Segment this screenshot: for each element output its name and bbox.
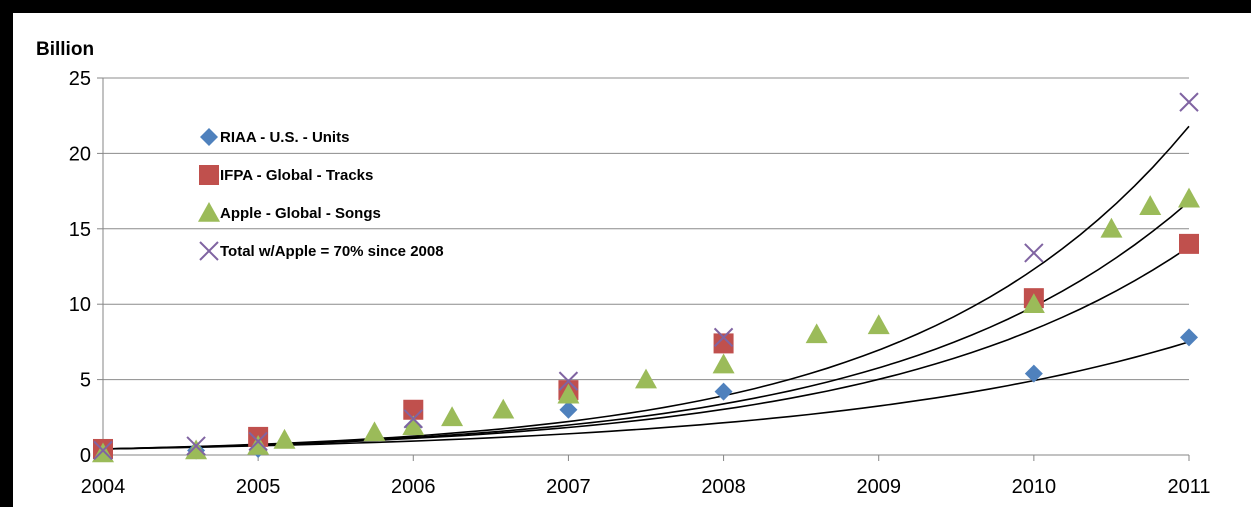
point-x xyxy=(248,431,268,452)
point-diamond xyxy=(1024,364,1043,383)
point-triangle xyxy=(1100,217,1123,238)
legend: RIAA - U.S. - Units IFPA - Global - Track… xyxy=(198,128,444,261)
x-tick-label: 2004 xyxy=(81,476,126,498)
y-tick-label: 15 xyxy=(69,219,91,241)
point-x xyxy=(403,409,423,429)
point-triangle xyxy=(712,353,735,374)
point-triangle xyxy=(1178,187,1200,208)
y-tick-label: 5 xyxy=(80,370,91,392)
x-tick-label: 2008 xyxy=(701,476,746,498)
x-tick-label: 2006 xyxy=(391,476,436,498)
legend-marker xyxy=(199,241,219,261)
chart-container: Billion 0 5 10 15 20 25 2004 2005 2006 2007 2008 20… xyxy=(13,13,1251,507)
point-triangle xyxy=(1022,293,1045,313)
x-tick-label: 2007 xyxy=(546,476,591,498)
legend-label: IFPA - Global - Tracks xyxy=(220,167,373,184)
point-diamond xyxy=(1180,328,1198,347)
point-triangle xyxy=(805,323,828,344)
chart-svg: Billion 0 5 10 15 20 25 2004 2005 2006 2007 2008 20… xyxy=(36,39,1211,498)
trendline xyxy=(102,201,1190,450)
legend-marker xyxy=(198,202,220,222)
point-x xyxy=(93,440,113,461)
tick-labels: 0 5 10 15 20 25 2004 2005 2006 2007 2008 2009 2010 20… xyxy=(69,68,1211,498)
x-tick-label: 2011 xyxy=(1167,476,1210,498)
x-tick-label: 2009 xyxy=(856,476,901,498)
y-tick-label: 10 xyxy=(69,294,91,316)
point-triangle xyxy=(363,421,386,442)
y-tick-label: 20 xyxy=(69,143,91,165)
point-x xyxy=(186,436,206,456)
point-x xyxy=(1179,92,1199,112)
point-triangle xyxy=(185,439,208,460)
legend-label: RIAA - U.S. - Units xyxy=(220,129,349,146)
y-tick-label: 0 xyxy=(80,445,91,467)
point-x xyxy=(558,371,579,391)
legend-marker xyxy=(200,128,218,146)
y-axis-label: Billion xyxy=(36,39,94,60)
point-triangle xyxy=(557,383,580,404)
legend-label: Apple - Global - Songs xyxy=(220,205,381,222)
data-points xyxy=(92,92,1200,463)
point-triangle xyxy=(635,368,657,389)
point-triangle xyxy=(492,398,515,419)
x-tick-label: 2010 xyxy=(1012,476,1057,498)
point-square xyxy=(1179,233,1199,254)
x-tick-label: 2005 xyxy=(236,476,281,498)
point-triangle xyxy=(1139,195,1162,215)
y-tick-label: 25 xyxy=(69,68,91,90)
point-diamond xyxy=(714,382,733,401)
point-x xyxy=(1024,243,1044,263)
point-triangle xyxy=(402,415,425,436)
point-triangle xyxy=(867,314,890,335)
point-x xyxy=(713,327,734,348)
grid-lines xyxy=(103,77,1189,381)
trendline xyxy=(102,246,1190,450)
legend-label: Total w/Apple = 70% since 2008 xyxy=(220,243,444,260)
point-diamond xyxy=(559,400,578,419)
point-triangle xyxy=(247,434,270,455)
legend-marker xyxy=(199,165,219,185)
point-triangle xyxy=(273,428,296,449)
point-square xyxy=(713,333,734,354)
point-triangle xyxy=(441,406,464,427)
